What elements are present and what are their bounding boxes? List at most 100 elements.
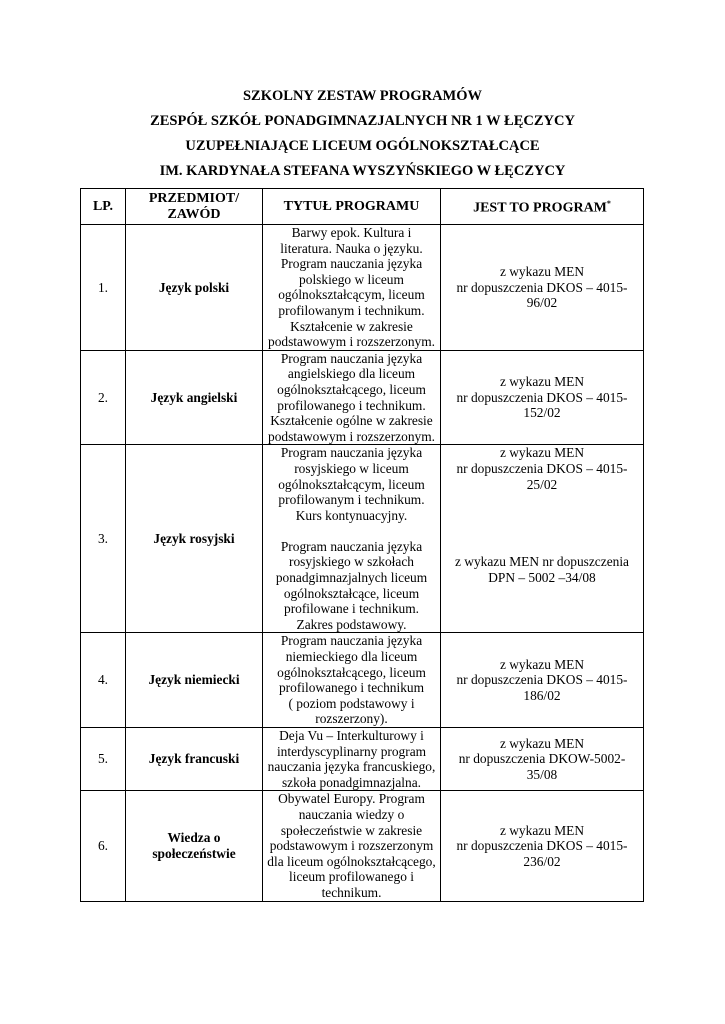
cell-title-line: profilowanym i technikum.: [278, 302, 425, 318]
cell-title-line: rosyjskiego w liceum: [294, 460, 409, 476]
cell-source-line: 96/02: [526, 295, 558, 311]
cell-subject: Język polski: [125, 224, 263, 351]
cell-title-line: ogólnokształcące, liceum: [283, 585, 420, 601]
cell-lp: 1.: [80, 224, 126, 351]
cell-title-line: ogólnokształcącym, liceum: [278, 287, 425, 303]
cell-title-line: profilowane i technikum.: [284, 601, 419, 617]
cell-title-line: ponadgimnazjalnych liceum: [275, 570, 428, 586]
cell-source-line: nr dopuszczenia DKOS – 4015-: [456, 460, 628, 476]
cell-subject-line: społeczeństwie: [152, 845, 236, 861]
cell-title-line: [265, 523, 438, 539]
cell-source-line: 25/02: [526, 476, 558, 492]
cell-title-line: angielskiego dla liceum: [287, 366, 416, 382]
cell-title: Barwy epok. Kultura i literatura. Nauka o…: [262, 224, 441, 351]
cell-subject-line: Język polski: [158, 279, 230, 295]
cell-lp: 2.: [80, 349, 126, 446]
cell-source-line: nr dopuszczenia DKOS – 4015-: [456, 389, 628, 405]
cell-subject-line: Język rosyjski: [153, 531, 235, 547]
table-row: 2. Język angielski Program nauczania język…: [80, 349, 644, 446]
cell-title-line: profilowanym i technikum.: [278, 492, 425, 508]
cell-source-line: z wykazu MEN: [499, 822, 585, 838]
cell-source-line: [443, 492, 641, 508]
cell-subject: Wiedza o społeczeństwie: [125, 790, 263, 902]
cell-source-line: [443, 508, 641, 524]
cell-title-line: Zakres podstawowy.: [296, 616, 407, 632]
cell-title-line: Kurs kontynuacyjny.: [295, 507, 408, 523]
cell-source-line: DPN – 5002 –34/08: [488, 570, 596, 586]
cell-title-line: Obywatel Europy. Program: [278, 791, 425, 807]
cell-title-line: podstawowym i rozszerzonym.: [268, 428, 435, 444]
cell-title-line: ogólnokształcącego, liceum: [277, 664, 426, 680]
program-table: LP. PRZEDMIOT/ ZAWÓD TYTUŁ PROGRAMU JEST…: [80, 188, 644, 902]
cell-subject-line: Język niemiecki: [148, 672, 240, 688]
header-row: LP. PRZEDMIOT/ ZAWÓD TYTUŁ PROGRAMU JEST…: [80, 188, 644, 225]
cell-subject-line: Język francuski: [148, 751, 240, 767]
title-line: ZESPÓŁ SZKÓŁ PONADGIMNAZJALNYCH NR 1 W Ł…: [150, 113, 575, 129]
header-title: TYTUŁ PROGRAMU: [262, 188, 441, 225]
cell-source-line: 35/08: [526, 766, 558, 782]
header-source-label: JEST TO PROGRAM: [473, 200, 607, 216]
cell-source: z wykazu MEN nr dopuszczenia DKOS – 4015-…: [440, 632, 644, 728]
table-row: 5. Język francuski Deja Vu – Interkulturow…: [80, 726, 644, 792]
cell-title-line: ( poziom podstawowy i: [288, 695, 415, 711]
cell-title-line: rosyjskiego w szkołach: [289, 554, 414, 570]
table-row: 1. Język polski Barwy epok. Kultura i liter…: [80, 224, 644, 351]
cell-source-line: z wykazu MEN: [499, 445, 585, 461]
cell-title-line: niemieckiego dla liceum: [285, 649, 418, 665]
cell-source: z wykazu MEN nr dopuszczenia DKOS – 4015-…: [440, 790, 644, 902]
header-source: JEST TO PROGRAM*: [440, 188, 644, 225]
cell-source-line: 186/02: [523, 688, 561, 704]
cell-title-line: ogólnokształcącego, liceum: [277, 381, 426, 397]
cell-lp: 6.: [80, 790, 126, 902]
cell-title-line: szkoła ponadgimnazjalna.: [281, 774, 422, 790]
cell-title-line: nauczania języka francuskiego,: [267, 759, 436, 775]
cell-title-line: podstawowym i rozszerzonym.: [268, 334, 435, 350]
cell-title-line: literatura. Nauka o języku.: [280, 240, 423, 256]
cell-title-line: nauczania wiedzy o: [298, 806, 405, 822]
cell-title-line: Deja Vu – Interkulturowy i: [279, 728, 424, 743]
table-row: 4. Język niemiecki Program nauczania język…: [80, 632, 644, 728]
cell-source-line: nr dopuszczenia DKOS – 4015-: [456, 838, 628, 854]
cell-title-line: dla liceum ogólnokształcącego,: [267, 853, 436, 869]
cell-source: z wykazu MEN nr dopuszczenia DKOS – 4015-…: [440, 444, 644, 634]
document-titles: SZKOLNY ZESTAW PROGRAMÓW ZESPÓŁ SZKÓŁ PO…: [0, 86, 725, 186]
cell-source-line: 152/02: [523, 405, 561, 421]
cell-title: Program nauczania języka niemieckiego dla…: [262, 632, 441, 728]
title-line: IM. KARDYNAŁA STEFANA WYSZYŃSKIEGO W ŁĘC…: [159, 163, 566, 179]
cell-lp: 3.: [80, 444, 126, 634]
cell-lp: 5.: [80, 726, 126, 792]
cell-title-line: polskiego w liceum: [299, 271, 404, 287]
cell-subject: Język niemiecki: [125, 632, 263, 728]
cell-title-line: profilowanego i technikum.: [277, 397, 426, 413]
cell-title-line: Kształcenie ogólne w zakresie: [270, 413, 433, 429]
cell-source-line: z wykazu MEN: [499, 374, 585, 390]
cell-source-line: nr dopuszczenia DKOW-5002-: [458, 751, 626, 767]
cell-source-line: nr dopuszczenia DKOS – 4015-: [456, 279, 628, 295]
header-subject: PRZEDMIOT/ ZAWÓD: [125, 188, 263, 225]
cell-source: z wykazu MEN nr dopuszczenia DKOW-5002- 35…: [440, 726, 644, 792]
cell-title: Deja Vu – Interkulturowy i interdyscyplin…: [262, 726, 441, 792]
cell-title-line: Program nauczania języka: [280, 256, 423, 272]
cell-title: Program nauczania języka angielskiego dla…: [262, 349, 441, 446]
cell-source-line: z wykazu MEN: [499, 735, 585, 751]
cell-source: z wykazu MEN nr dopuszczenia DKOS – 4015-…: [440, 224, 644, 351]
cell-title-line: Program nauczania języka: [280, 538, 423, 554]
table-row: 6. Wiedza o społeczeństwie Obywatel Europy.…: [80, 790, 644, 902]
cell-subject: Język angielski: [125, 349, 263, 446]
cell-title-line: społeczeństwie w zakresie: [280, 822, 423, 838]
table-row: 3. Język rosyjski Program nauczania języka…: [80, 444, 644, 634]
cell-title-line: rozszerzony).: [315, 711, 388, 727]
cell-source-line: z wykazu MEN nr dopuszczenia: [454, 554, 629, 570]
header-lp: LP.: [80, 188, 126, 225]
cell-source-line: 236/02: [523, 853, 561, 869]
cell-title-line: liceum profilowanego i: [289, 869, 414, 885]
cell-source-line: nr dopuszczenia DKOS – 4015-: [456, 672, 628, 688]
cell-title: Obywatel Europy. Program nauczania wiedzy…: [262, 790, 441, 902]
title-line: UZUPEŁNIAJĄCE LICEUM OGÓLNOKSZTAŁCĄCE: [185, 138, 540, 154]
cell-source-line: [443, 523, 641, 539]
cell-source-line: z wykazu MEN: [499, 656, 585, 672]
cell-title-line: technikum.: [321, 884, 382, 900]
cell-title-line: ogólnokształcącym, liceum: [278, 476, 425, 492]
title-line: SZKOLNY ZESTAW PROGRAMÓW: [242, 88, 483, 104]
cell-subject: Język francuski: [125, 726, 263, 792]
